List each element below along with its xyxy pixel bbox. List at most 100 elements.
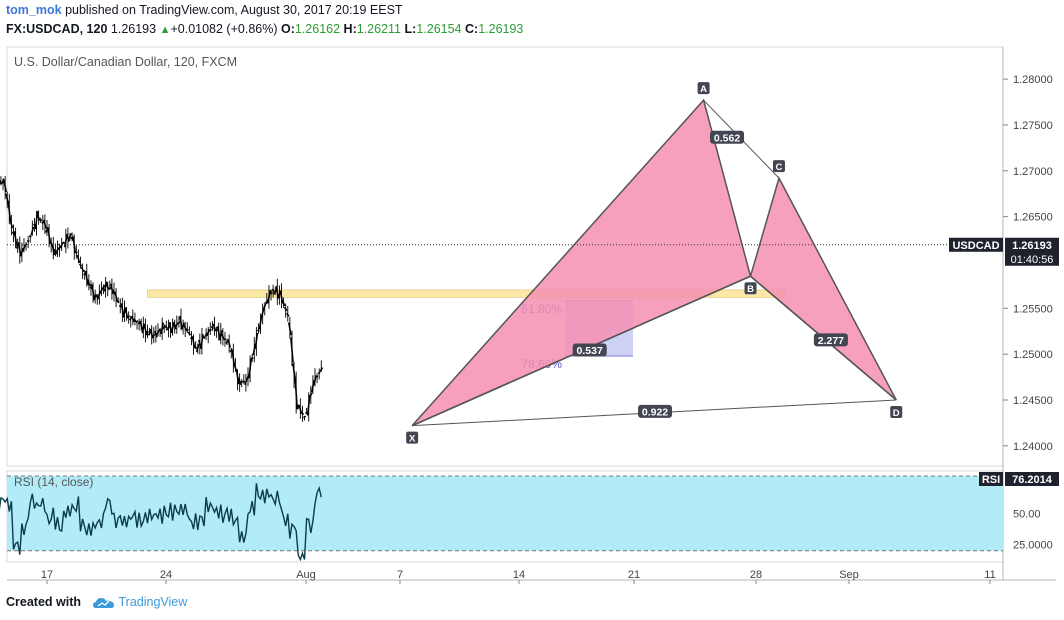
price-tick-label: 1.25500 xyxy=(1013,303,1053,315)
rsi-title: RSI (14, close) xyxy=(14,475,93,489)
price-candle-body xyxy=(227,339,232,348)
price-candle-body xyxy=(91,284,95,300)
footer: Created with TradingView xyxy=(6,595,187,609)
time-tick-label: Aug xyxy=(296,569,316,581)
price-candle-body xyxy=(59,242,64,249)
price-candle-body xyxy=(267,291,271,304)
price-candle-body xyxy=(202,335,206,339)
rsi-value-tag xyxy=(1005,472,1059,486)
symbol-tag xyxy=(949,237,1003,252)
time-tick-label: 21 xyxy=(628,569,640,581)
price-candle-body xyxy=(110,283,114,295)
price-tick-label: 1.27000 xyxy=(1013,166,1053,178)
ratio-badge[interactable] xyxy=(813,333,848,347)
low-value: 1.26154 xyxy=(416,22,462,36)
ratio-badge[interactable] xyxy=(572,343,607,357)
price-candle-body xyxy=(101,284,106,290)
price-pane[interactable] xyxy=(6,46,1004,467)
price-candle-body xyxy=(185,328,189,332)
time-tick-label: 14 xyxy=(513,569,525,581)
tradingview-link[interactable]: TradingView xyxy=(118,595,188,609)
time-tick-label: 17 xyxy=(41,569,53,581)
price-candle-body xyxy=(84,270,89,286)
price-candle-body xyxy=(1,178,5,184)
price-candle-body xyxy=(15,241,20,249)
price-candle-body xyxy=(313,375,317,386)
price-candle-body xyxy=(133,318,137,323)
price-candle-body xyxy=(311,380,315,393)
price-candle-body xyxy=(206,329,211,337)
price-candle-body xyxy=(231,350,236,367)
price-candle-body xyxy=(114,291,118,302)
price-candle-body xyxy=(260,308,265,318)
price-candle-body xyxy=(212,323,217,332)
price-candle-body xyxy=(208,328,212,332)
price-candle-body xyxy=(187,331,192,336)
pattern-point-marker[interactable] xyxy=(744,282,757,295)
price-candle-body xyxy=(181,322,185,330)
pattern-point-label: B xyxy=(747,284,754,295)
price-candle-body xyxy=(53,248,58,255)
tradingview-cloud-icon xyxy=(92,597,114,608)
time-tick-label: 11 xyxy=(984,569,995,581)
price-candle-body xyxy=(154,330,158,338)
price-candle-body xyxy=(76,254,81,264)
price-candle-body xyxy=(283,306,288,312)
price-candle-body xyxy=(41,221,45,224)
pattern-point-marker[interactable] xyxy=(772,160,785,173)
ratio-label: 0.922 xyxy=(642,406,668,418)
rsi-value-label: 76.2014 xyxy=(1012,474,1053,486)
price-candle-body xyxy=(218,330,223,341)
price-candle-body xyxy=(287,322,292,336)
price-candle-body xyxy=(28,234,32,238)
price-candle-body xyxy=(147,330,152,336)
author-link[interactable]: tom_mok xyxy=(6,3,62,17)
rsi-tag-label: RSI xyxy=(982,474,1000,486)
ratio-badge[interactable] xyxy=(710,130,745,144)
price-candle-body xyxy=(235,369,240,385)
price-candle-body xyxy=(317,371,321,375)
pattern-point-marker[interactable] xyxy=(697,82,710,95)
price-candle-body xyxy=(124,308,129,319)
pattern-point-marker[interactable] xyxy=(890,405,903,418)
price-candle-body xyxy=(258,315,263,330)
price-candle-body xyxy=(68,233,72,240)
price-candle-body xyxy=(257,329,260,332)
price-candle-body xyxy=(89,286,93,290)
price-tick-label: 1.25000 xyxy=(1013,349,1053,361)
chart-title: U.S. Dollar/Canadian Dollar, 120, FXCM xyxy=(14,55,237,69)
price-candle-body xyxy=(262,303,267,310)
price-candle-body xyxy=(62,241,66,245)
pattern-point-marker[interactable] xyxy=(406,431,419,444)
price-candle-body xyxy=(95,294,100,300)
price-candle-body xyxy=(39,219,43,222)
time-tick-label: 24 xyxy=(160,569,172,581)
last-price-label: 1.26193 xyxy=(1012,240,1052,252)
price-candle-body xyxy=(135,320,139,323)
price-candle-body xyxy=(47,227,51,244)
price-candle-body xyxy=(170,323,175,334)
last-price-tag xyxy=(1005,237,1059,266)
price-candle-body xyxy=(63,235,68,248)
created-with-text: Created with xyxy=(6,595,82,609)
price-change: +0.01082 (+0.86%) xyxy=(170,22,278,36)
price-candle-body xyxy=(250,357,254,360)
price-candle-body xyxy=(319,367,324,373)
time-tick-label: 28 xyxy=(750,569,762,581)
price-candle-body xyxy=(43,219,47,229)
price-candle-body xyxy=(0,181,3,185)
price-candle-body xyxy=(78,263,83,267)
pattern-point-label: X xyxy=(409,434,416,445)
rsi-tick-label: 25.0000 xyxy=(1013,540,1053,552)
price-candle-body xyxy=(13,231,18,246)
up-triangle-icon: ▲ xyxy=(159,24,171,36)
price-candle-body xyxy=(30,226,35,236)
price-candle-body xyxy=(223,338,227,341)
price-candle-body xyxy=(51,244,56,256)
pattern-point-label: C xyxy=(776,162,783,173)
price-candle-body xyxy=(87,279,91,287)
price-candle-body xyxy=(72,236,77,254)
ratio-badge[interactable] xyxy=(638,404,673,418)
price-candle-body xyxy=(177,321,181,325)
